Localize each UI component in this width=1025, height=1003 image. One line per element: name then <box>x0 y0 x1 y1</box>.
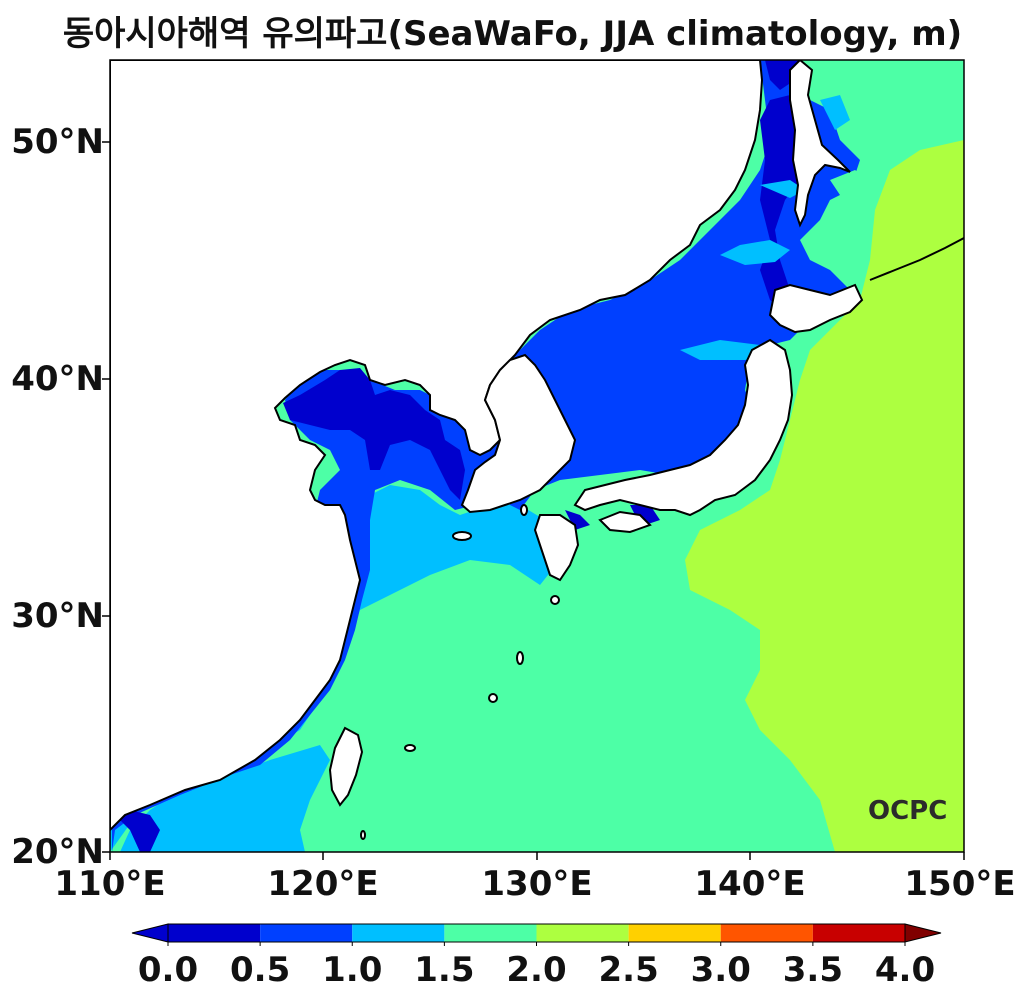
colorbar-segment <box>168 924 261 942</box>
lon-label-150: 150°E <box>904 864 1016 904</box>
map-title: 동아시아해역 유의파고(SeaWaFo, JJA climatology, m) <box>62 14 963 54</box>
colorbar-extend-high <box>904 923 942 943</box>
colorbar-segment <box>720 924 813 942</box>
contour-2-0-to-2-5 <box>685 140 964 852</box>
lat-label-50: 50°N <box>11 122 104 162</box>
colorbar-tick-label: 4.0 <box>874 950 936 990</box>
contour-0-5-to-1-0 <box>112 60 860 852</box>
land-sakhalin <box>789 60 851 228</box>
colorbar-segment <box>536 924 629 942</box>
colorbar-tick-label: 1.0 <box>322 950 383 990</box>
colorbar-tick-label: 0.5 <box>230 950 291 990</box>
lon-label-110: 110°E <box>54 864 166 904</box>
land-honshu <box>573 338 794 517</box>
colorbar-segment <box>812 924 905 942</box>
colorbar-tick-label: 3.0 <box>690 950 751 990</box>
colorbar-segment <box>260 924 353 942</box>
ocpc-logo: OCPC <box>868 796 948 826</box>
land-asia <box>110 60 764 832</box>
colorbar <box>131 923 942 946</box>
lat-label-40: 40°N <box>11 359 104 399</box>
contour-0-0-to-0-5 <box>283 368 465 500</box>
colorbar-tick-label: 0.0 <box>137 950 199 990</box>
colorbar-tick-label: 1.5 <box>414 950 475 990</box>
colorbar-segment <box>352 924 445 942</box>
land-taiwan <box>328 726 364 807</box>
colorbar-tick-label: 3.5 <box>782 950 843 990</box>
land-korea <box>460 353 577 514</box>
lat-label-30: 30°N <box>11 596 104 636</box>
colorbar-tick-label: 2.0 <box>506 950 567 990</box>
colorbar-segment <box>444 924 537 942</box>
lon-label-120: 120°E <box>267 864 379 904</box>
lat-label-20: 20°N <box>11 832 104 872</box>
colorbar-extend-low <box>131 923 169 943</box>
colorbar-tick-label: 2.5 <box>598 950 659 990</box>
axis-ticks <box>102 141 965 860</box>
lon-label-130: 130°E <box>481 864 593 904</box>
lon-label-140: 140°E <box>694 864 806 904</box>
land-hokkaido <box>768 283 864 334</box>
colorbar-segment <box>628 924 721 942</box>
wave-height-field <box>110 60 964 852</box>
land-kyushu <box>533 514 580 582</box>
